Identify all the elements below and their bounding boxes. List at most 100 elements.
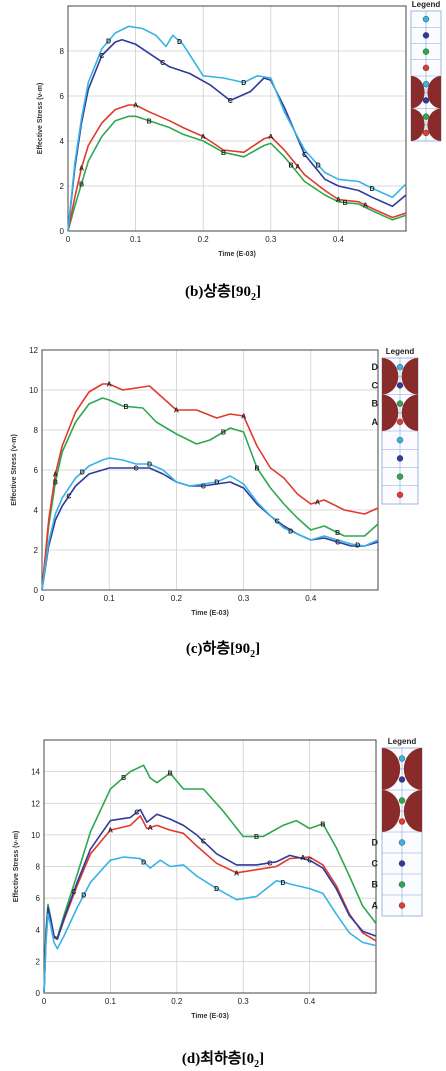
series-marker-a: A	[108, 828, 113, 835]
y-tick-label: 4	[34, 506, 39, 515]
series-marker-d: D	[355, 543, 360, 550]
series-marker-a: A	[241, 414, 246, 421]
legend-dome-left	[382, 358, 399, 395]
chart-b: 0 2 4 6 8 0 0.1 0.2 0.3 0.4 Time (E-03) Effective S…	[37, 0, 442, 258]
series-line-c	[41, 467, 379, 591]
series-marker-a: A	[295, 164, 300, 171]
x-tick-label: 0.3	[238, 594, 250, 603]
y-tick-label: 12	[31, 799, 40, 808]
legend-node	[422, 48, 430, 55]
legend-node	[396, 400, 404, 407]
series-marker-d: D	[80, 470, 85, 477]
series-marker-d: D	[81, 892, 86, 899]
series-marker-c: C	[99, 53, 104, 60]
x-tick-label: 0.2	[171, 997, 183, 1006]
x-tick-label: 0.1	[130, 235, 142, 244]
legend-node	[422, 64, 430, 72]
series-marker-b: B	[343, 200, 348, 207]
legend-node	[422, 113, 430, 120]
series-line-c	[67, 38, 407, 232]
legend-node	[396, 382, 404, 389]
x-tick-label: 0.2	[171, 594, 183, 603]
legend-node	[396, 491, 404, 499]
legend-node	[396, 418, 404, 426]
legend-entry-b: B	[372, 399, 379, 409]
series-marker-a: A	[133, 103, 138, 110]
legend-node	[398, 902, 406, 909]
legend-entry-a: A	[372, 901, 379, 911]
legend-node	[422, 129, 430, 137]
legend-entry-d: D	[372, 838, 379, 848]
series-marker-a: A	[148, 825, 153, 832]
series-line-d	[43, 856, 377, 994]
legend: Legend	[410, 0, 442, 142]
series-marker-b: B	[221, 150, 226, 157]
plot-frame	[67, 5, 407, 232]
series-marker-d: D	[214, 480, 219, 487]
series-marker-b: B	[121, 775, 126, 782]
series-marker-d: D	[288, 529, 293, 536]
y-tick-label: 6	[34, 466, 39, 475]
x-tick-label: 0.1	[104, 594, 116, 603]
legend-node	[396, 473, 404, 480]
legend-dome-right	[403, 748, 422, 790]
x-axis-label: Time (E-03)	[191, 1013, 229, 1020]
y-tick-label: 2	[36, 957, 41, 966]
series-line-a	[67, 104, 407, 232]
caption-c: (c)하층[902]	[185, 641, 261, 660]
legend-dome-left	[411, 108, 425, 141]
series-marker-c: C	[275, 519, 280, 526]
series-marker-c: C	[307, 858, 312, 865]
legend-node	[398, 839, 406, 846]
y-tick-label: 12	[29, 346, 38, 355]
plot-frame	[43, 739, 377, 994]
x-tick-label: 0	[42, 997, 47, 1006]
y-tick-label: 8	[34, 426, 39, 435]
y-axis-label: Effective Stress (v-m)	[37, 83, 44, 155]
series-marker-b: B	[320, 821, 325, 828]
series-marker-b: B	[168, 771, 173, 778]
legend-node	[396, 455, 404, 462]
legend-dome-right	[401, 394, 418, 431]
series-marker-c: C	[267, 860, 272, 867]
x-tick-label: 0.1	[105, 997, 117, 1006]
series-marker-c: C	[228, 98, 233, 105]
series-marker-a: A	[174, 408, 179, 415]
legend-node	[396, 436, 404, 444]
x-tick-label: 0.3	[265, 235, 277, 244]
series-marker-b: B	[289, 163, 294, 170]
chart-panel-b: 0 2 4 6 8 0 0.1 0.2 0.3 0.4 Time (E-03) Effective S…	[0, 0, 446, 303]
chart-panel-c: 0 2 4 6 8 10 12 0 0.1 0.2 0.3 0.4 Time (E-03) Effecti…	[0, 340, 446, 670]
series-marker-c: C	[201, 484, 206, 491]
x-tick-label: 0.4	[304, 997, 316, 1006]
series-marker-b: B	[335, 530, 340, 537]
chart-c: 0 2 4 6 8 10 12 0 0.1 0.2 0.3 0.4 Time (E-03) Effecti…	[11, 346, 419, 617]
series-line-b	[67, 115, 407, 232]
y-tick-label: 0	[60, 227, 65, 236]
legend-entry-d: D	[372, 362, 379, 372]
series-marker-b: B	[254, 834, 259, 841]
series-marker-d: D	[106, 38, 111, 45]
series-marker-a: A	[79, 166, 84, 173]
series-marker-a: A	[300, 855, 305, 862]
series-marker-c: C	[160, 60, 165, 67]
series-marker-a: A	[268, 134, 273, 141]
legend-node	[398, 818, 406, 825]
series-marker-a: A	[234, 870, 239, 877]
x-axis-label: Time (E-03)	[191, 610, 229, 617]
series-line-a	[41, 383, 379, 591]
y-tick-label: 10	[29, 386, 38, 395]
series-marker-d: D	[370, 186, 375, 193]
series-marker-a: A	[201, 134, 206, 141]
series-marker-a: A	[315, 500, 320, 507]
series-marker-c: C	[134, 466, 139, 473]
series-marker-d: D	[281, 880, 286, 887]
legend-dome-right	[401, 358, 418, 395]
series-marker-a: A	[107, 382, 112, 389]
legend-dome-left	[382, 394, 399, 431]
legend-node	[396, 363, 404, 371]
x-tick-label: 0	[40, 594, 45, 603]
caption-d: (d)최하층[02]	[181, 1051, 265, 1070]
legend-dome-right	[427, 76, 441, 109]
